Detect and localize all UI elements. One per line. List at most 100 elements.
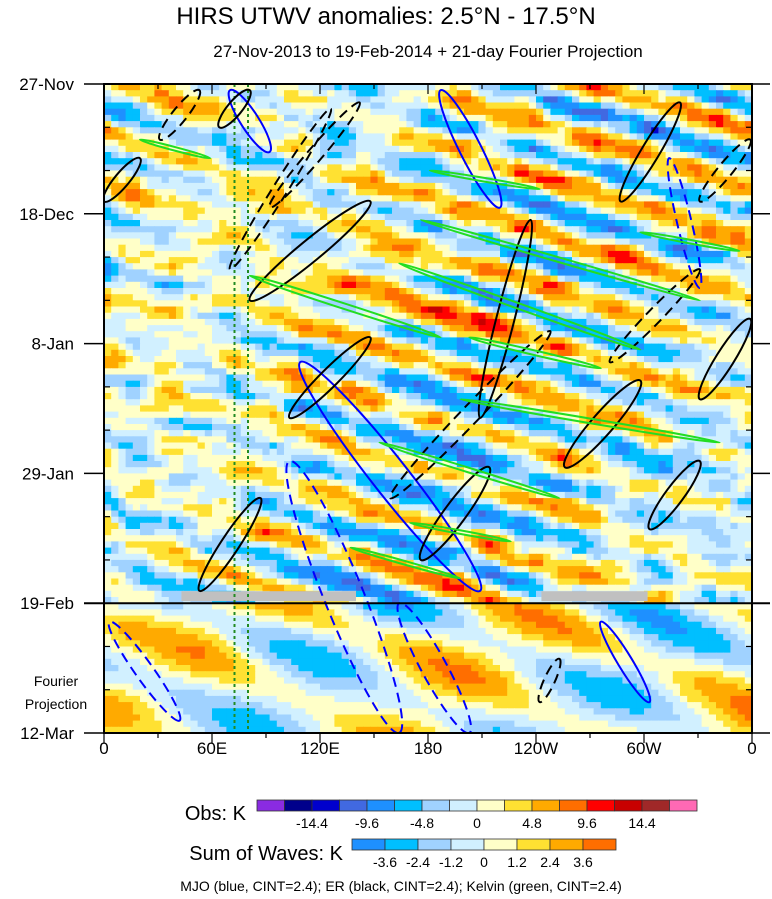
- field-cell: [334, 84, 343, 91]
- field-cell: [204, 343, 213, 351]
- field-cell: [226, 288, 235, 295]
- field-cell: [428, 312, 436, 320]
- field-cell: [478, 244, 487, 252]
- field-cell: [399, 399, 407, 406]
- field-cell: [644, 96, 652, 104]
- field-cell: [219, 411, 227, 419]
- field-cell: [334, 96, 343, 104]
- field-cell: [435, 201, 443, 209]
- field-cell: [615, 96, 623, 104]
- field-cell: [219, 127, 227, 135]
- field-cell: [413, 405, 422, 413]
- field-cell: [377, 102, 386, 110]
- field-cell: [543, 263, 551, 270]
- field-cell: [240, 380, 249, 388]
- field-cell: [420, 145, 429, 153]
- field-cell: [327, 145, 335, 153]
- field-cell: [334, 127, 343, 135]
- field-cell: [406, 269, 415, 277]
- field-cell: [269, 133, 278, 141]
- field-cell: [219, 399, 227, 406]
- field-cell: [111, 362, 119, 369]
- field-cell: [420, 182, 429, 190]
- field-cell: [442, 331, 451, 338]
- field-cell: [262, 294, 271, 301]
- field-cell: [392, 158, 400, 165]
- field-cell: [212, 102, 220, 110]
- field-cell: [543, 269, 551, 277]
- field-cell: [420, 108, 429, 116]
- field-cell: [536, 386, 544, 394]
- field-cell: [442, 325, 451, 332]
- field-cell: [435, 250, 443, 258]
- field-cell: [615, 164, 623, 172]
- field-cell: [147, 362, 155, 369]
- field-cell: [384, 281, 393, 289]
- field-cell: [384, 368, 393, 376]
- field-cell: [471, 139, 479, 147]
- field-cell: [593, 362, 602, 369]
- field-cell: [399, 380, 407, 388]
- field-cell: [341, 232, 350, 240]
- field-cell: [104, 90, 112, 97]
- field-cell: [212, 108, 220, 116]
- field-cell: [255, 306, 263, 314]
- field-cell: [449, 349, 458, 357]
- field-cell: [557, 294, 566, 301]
- field-cell: [464, 244, 472, 252]
- field-cell: [118, 158, 127, 165]
- field-cell: [622, 325, 631, 332]
- field-cell: [730, 325, 739, 332]
- field-cell: [723, 220, 731, 227]
- field-cell: [420, 337, 429, 345]
- field-cell: [406, 306, 415, 314]
- field-cell: [104, 139, 112, 147]
- field-cell: [255, 170, 263, 178]
- field-cell: [528, 121, 537, 128]
- field-cell: [708, 281, 717, 289]
- field-cell: [680, 189, 688, 196]
- field-cell: [276, 417, 285, 425]
- field-cell: [111, 139, 119, 147]
- field-cell: [500, 90, 508, 97]
- field-cell: [636, 182, 645, 190]
- field-cell: [687, 393, 695, 400]
- field-cell: [154, 318, 163, 326]
- field-cell: [608, 152, 616, 159]
- field-cell: [622, 343, 631, 351]
- field-cell: [723, 331, 731, 338]
- field-cell: [694, 108, 703, 116]
- field-cell: [111, 238, 119, 246]
- field-cell: [190, 288, 199, 295]
- field-cell: [507, 269, 515, 277]
- field-cell: [248, 411, 256, 419]
- field-cell: [219, 232, 227, 240]
- field-cell: [672, 337, 681, 345]
- field-cell: [212, 176, 220, 184]
- field-cell: [125, 424, 134, 431]
- field-cell: [716, 374, 724, 382]
- field-cell: [723, 411, 731, 419]
- field-cell: [737, 108, 746, 116]
- field-cell: [140, 399, 148, 406]
- field-cell: [125, 213, 134, 221]
- field-cell: [190, 127, 199, 135]
- field-cell: [449, 300, 458, 308]
- field-cell: [183, 337, 191, 345]
- field-cell: [723, 269, 731, 277]
- field-cell: [284, 127, 292, 135]
- field-cell: [608, 114, 616, 122]
- field-cell: [579, 158, 587, 165]
- field-cell: [694, 269, 703, 277]
- field-cell: [716, 312, 724, 320]
- field-cell: [262, 368, 271, 376]
- field-cell: [262, 195, 271, 203]
- field-cell: [147, 102, 155, 110]
- field-cell: [651, 263, 659, 270]
- field-cell: [629, 331, 638, 338]
- field-cell: [442, 312, 451, 320]
- field-cell: [406, 127, 415, 135]
- field-cell: [392, 182, 400, 190]
- field-cell: [384, 207, 393, 215]
- field-cell: [694, 318, 703, 326]
